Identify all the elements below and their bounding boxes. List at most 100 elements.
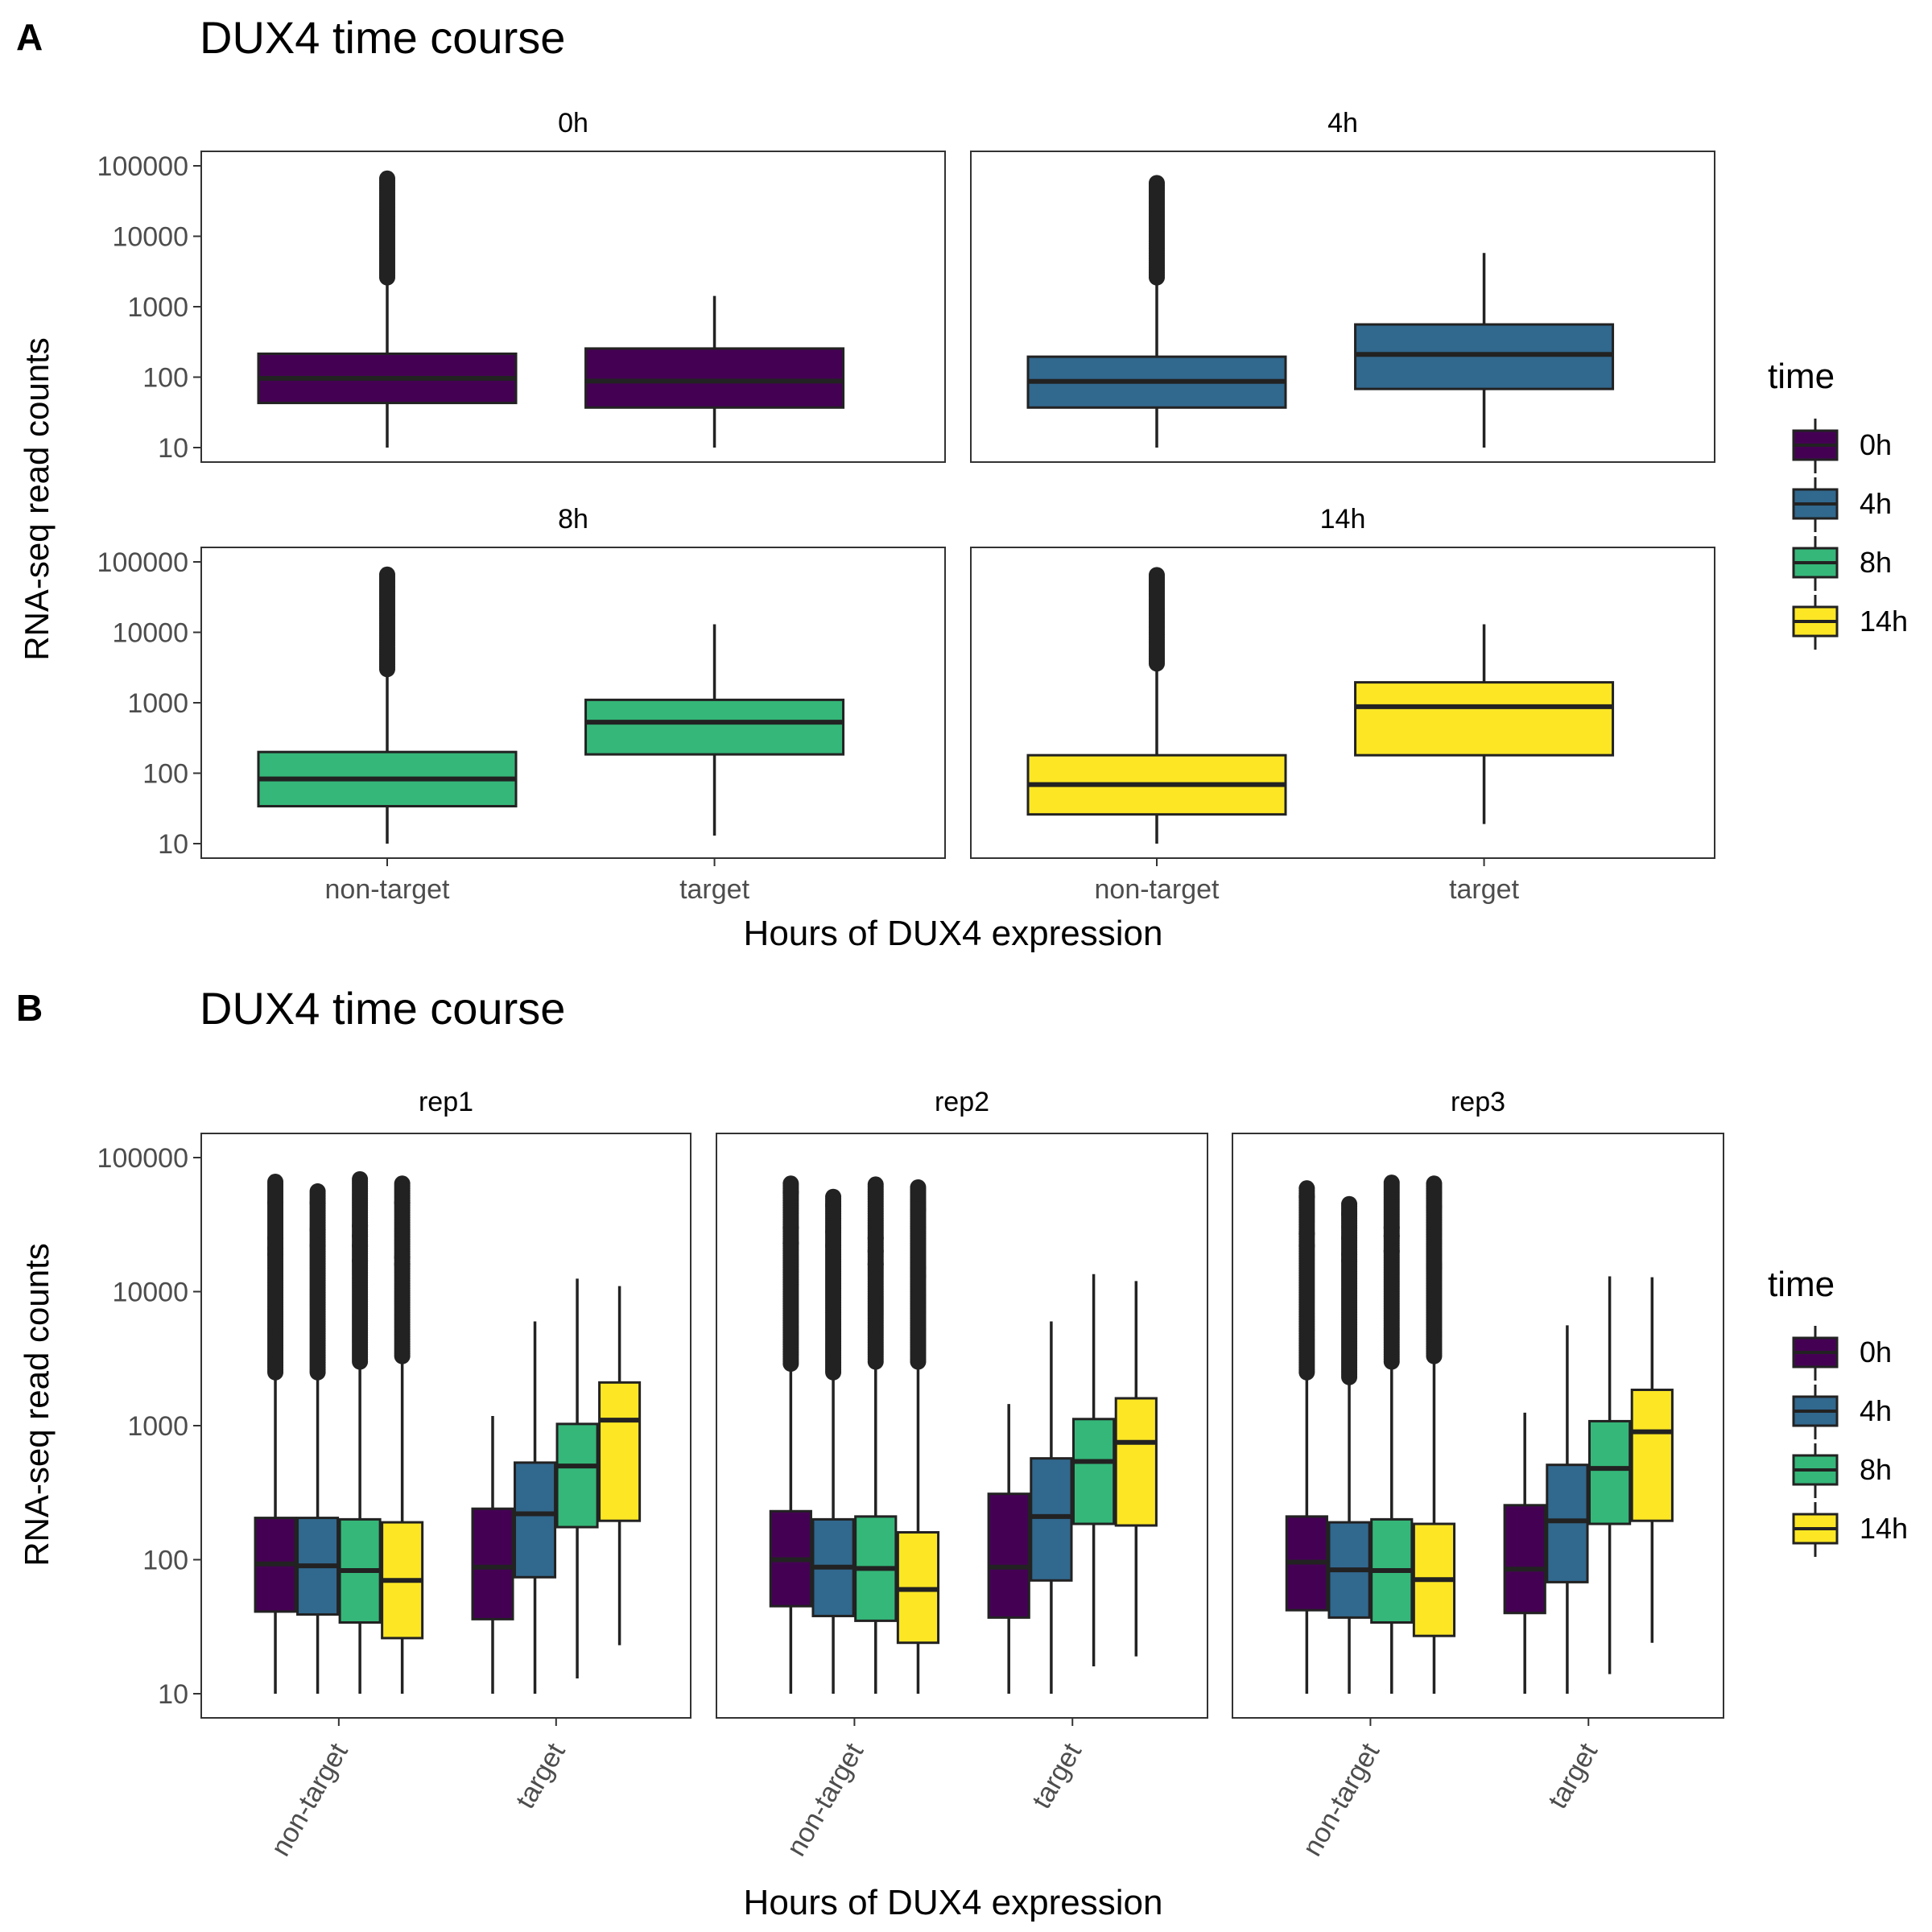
panel-a-plot: 0h 10 100 1000 10000 100000 4h 8h 10 100 1000 10000… xyxy=(97,108,1715,905)
panel-b-facet-rep3-strip-label: rep3 xyxy=(1451,1087,1505,1117)
panel-a-ylabel: RNA-seq read counts xyxy=(18,337,56,661)
panel-a-facet-0h-ytick-label: 10 xyxy=(158,433,188,464)
panel-a-facet-0h-ytick-label: 1000 xyxy=(127,292,188,323)
panel-b-facet-rep1-non-target-4h-outlier xyxy=(309,1237,326,1254)
panel-b-facet-rep2-target-14h-box xyxy=(1114,1397,1158,1527)
panel-a-legend-key-label: 0h xyxy=(1860,428,1892,461)
panel-a-facet-0h-ytick-label: 100000 xyxy=(97,151,188,182)
panel-b-facet-rep1-target-0h-box xyxy=(471,1507,514,1620)
panel-b-facet-rep2-non-target-4h-outlier xyxy=(825,1237,842,1254)
panel-a-facet-8h-ytick-label: 10 xyxy=(158,829,188,860)
panel-b-facet-rep3-non-target-8h-outlier xyxy=(1383,1228,1400,1245)
panel-b-facet-rep1-non-target-4h-outlier xyxy=(309,1221,326,1238)
panel-a-facet-8h-non-target-outlier xyxy=(379,661,395,678)
panel-b-facet-rep1-non-target-8h-outlier xyxy=(352,1353,369,1370)
panel-a-legend: time 0h 4h 8h 14h xyxy=(1768,357,1908,650)
panel-b-facet-rep3-non-target-14h-outlier xyxy=(1426,1260,1443,1277)
panel-a-facet-8h-ytick-label: 10000 xyxy=(112,618,188,649)
panel-b-facet-rep2-xtick-label: target xyxy=(1026,1738,1088,1814)
panel-b-facet-rep3-non-target-0h-outlier xyxy=(1298,1188,1315,1205)
panel-b-legend: time 0h 4h 8h 14h xyxy=(1768,1265,1908,1557)
panel-b-facet-rep3-non-target-4h-outlier xyxy=(1341,1205,1358,1222)
panel-b-facet-rep1-non-target-14h-outlier xyxy=(394,1348,411,1364)
panel-a-facet-14h-target-box xyxy=(1354,681,1615,757)
panel-b-legend-key-label: 8h xyxy=(1860,1453,1892,1486)
panel-a-facet-0h-ytick-label: 100 xyxy=(142,363,188,394)
panel-a-letter: A xyxy=(16,16,43,58)
panel-a-facet-8h-xtick-label: target xyxy=(679,874,749,905)
panel-b-facet-rep1-non-target-8h-outlier xyxy=(352,1253,369,1269)
panel-b-facet-rep3-target-0h-box xyxy=(1503,1504,1546,1615)
panel-b-facet-rep2-non-target-8h-outlier xyxy=(867,1230,884,1247)
panel-b-facet-rep2-non-target-8h-outlier xyxy=(867,1243,884,1260)
panel-b-facet-rep1-xtick-label: target xyxy=(510,1738,572,1814)
panel-b-facet-rep2-non-target-0h-outlier xyxy=(782,1356,799,1373)
panel-b-facet-rep1-ytick-label: 10 xyxy=(158,1679,188,1710)
panel-b-facet-rep1-xtick-label: non-target xyxy=(265,1738,354,1862)
panel-b-facet-rep3-non-target-8h-outlier xyxy=(1383,1353,1400,1370)
panel-b-facet-rep3-non-target-0h-outlier xyxy=(1298,1364,1315,1381)
panel-b-facet-rep2-non-target-4h-outlier xyxy=(825,1197,842,1214)
panel-b-facet-rep2-target-8h-box xyxy=(1072,1418,1116,1525)
panel-a-facet-8h-ytick-label: 1000 xyxy=(127,688,188,719)
panel-b-facet-rep2-non-target-0h-outlier xyxy=(782,1220,799,1236)
panel-a-facet-4h-frame xyxy=(970,151,1715,463)
panel-b-facet-rep1-ytick-label: 10000 xyxy=(112,1278,188,1308)
panel-b-facet-rep3-target-14h-box xyxy=(1630,1389,1674,1522)
panel-b-facet-rep3-target-4h-box xyxy=(1546,1463,1589,1583)
panel-b-facet-rep3-non-target-4h-outlier xyxy=(1341,1368,1358,1385)
panel-b-facet-rep2-non-target-0h-outlier xyxy=(782,1235,799,1252)
panel-a-title: DUX4 time course xyxy=(200,12,565,63)
panel-b-facet-rep2-non-target-4h-outlier xyxy=(825,1224,842,1241)
panel-b-facet-rep1-target-14h-box xyxy=(598,1381,642,1522)
panel-b-facet-rep3-non-target-14h-outlier xyxy=(1426,1348,1443,1364)
panel-b-facet-rep3-target-8h-box xyxy=(1588,1419,1632,1525)
panel-a-facet-14h-xtick-label: target xyxy=(1449,874,1519,905)
panel-b-legend-key-label: 4h xyxy=(1860,1394,1892,1427)
panel-b-facet-rep1-non-target-0h-outlier xyxy=(267,1364,284,1381)
panel-b-facet-rep1-non-target-14h-outlier xyxy=(394,1256,411,1273)
panel-b-xlabel: Hours of DUX4 expression xyxy=(744,1883,1163,1922)
panel-b-facet-rep3-non-target-8h-outlier xyxy=(1383,1243,1400,1260)
panel-b-facet-rep1-non-target-8h-outlier xyxy=(352,1237,369,1254)
panel-a-facet-8h-target-box xyxy=(584,698,845,756)
panel-b-facet-rep2-non-target-8h-outlier xyxy=(867,1256,884,1273)
panel-b-facet-rep3-xtick-label: non-target xyxy=(1297,1738,1386,1862)
panel-b-facet-rep3-xtick-label: target xyxy=(1542,1738,1604,1814)
panel-b-facet-rep2-xtick-label: non-target xyxy=(781,1738,870,1862)
panel-b-facet-rep2-non-target-8h-outlier xyxy=(867,1353,884,1370)
panel-a-xlabel: Hours of DUX4 expression xyxy=(744,914,1163,953)
panel-a-facet-8h-ytick-label: 100000 xyxy=(97,547,188,578)
panel-b-facet-rep2-target-4h-box xyxy=(1030,1457,1073,1582)
panel-b-facet-rep1-ytick-label: 100 xyxy=(142,1546,188,1576)
panel-b-letter: B xyxy=(16,987,43,1029)
panel-b-facet-rep1-non-target-0h-outlier xyxy=(267,1195,284,1212)
panel-b-facet-rep3-non-target-4h-outlier xyxy=(1341,1253,1358,1269)
panel-b-facet-rep1-non-target-14h-outlier xyxy=(394,1195,411,1212)
panel-a-facet-0h-strip-label: 0h xyxy=(558,108,588,138)
panel-b-facet-rep2-non-target-0h-outlier xyxy=(782,1184,799,1201)
panel-b-facet-rep1-non-target-4h-outlier xyxy=(309,1364,326,1381)
panel-b-plot: rep1 10 100 1000 10000 100000 non-target target… xyxy=(97,1087,1724,1861)
panel-a-facet-4h-non-target-outlier xyxy=(1149,269,1165,286)
panel-b-ylabel: RNA-seq read counts xyxy=(18,1243,56,1567)
panel-b-facet-rep2-non-target-14h-outlier xyxy=(910,1353,927,1370)
panel-b-facet-rep2-strip-label: rep2 xyxy=(935,1087,989,1117)
panel-a-facet-4h-strip-label: 4h xyxy=(1327,108,1358,138)
panel-a-facet-14h-strip-label: 14h xyxy=(1320,504,1366,535)
panel-a-facet-8h-ytick-label: 100 xyxy=(142,759,188,790)
panel-b-facet-rep1-strip-label: rep1 xyxy=(419,1087,473,1117)
panel-b-facet-rep3-non-target-0h-outlier xyxy=(1298,1237,1315,1254)
panel-a-facet-0h-ytick-label: 10000 xyxy=(112,222,188,253)
panel-a-facet-14h-xtick-label: non-target xyxy=(1095,874,1220,905)
panel-a-legend-key-label: 14h xyxy=(1860,605,1908,638)
panel-a-facet-0h-target-box xyxy=(584,347,845,409)
panel-b-facet-rep1-target-8h-box xyxy=(555,1422,599,1529)
panel-b-legend-key-label: 14h xyxy=(1860,1512,1908,1545)
panel-b-facet-rep2-non-target-4h-outlier xyxy=(825,1364,842,1381)
panel-b-facet-rep3-non-target-14h-outlier xyxy=(1426,1199,1443,1216)
panel-b-facet-rep2-target-0h-box xyxy=(987,1492,1030,1619)
panel-b-facet-rep3-non-target-0h-outlier xyxy=(1298,1225,1315,1242)
panel-b-facet-rep2-non-target-14h-outlier xyxy=(910,1201,927,1218)
